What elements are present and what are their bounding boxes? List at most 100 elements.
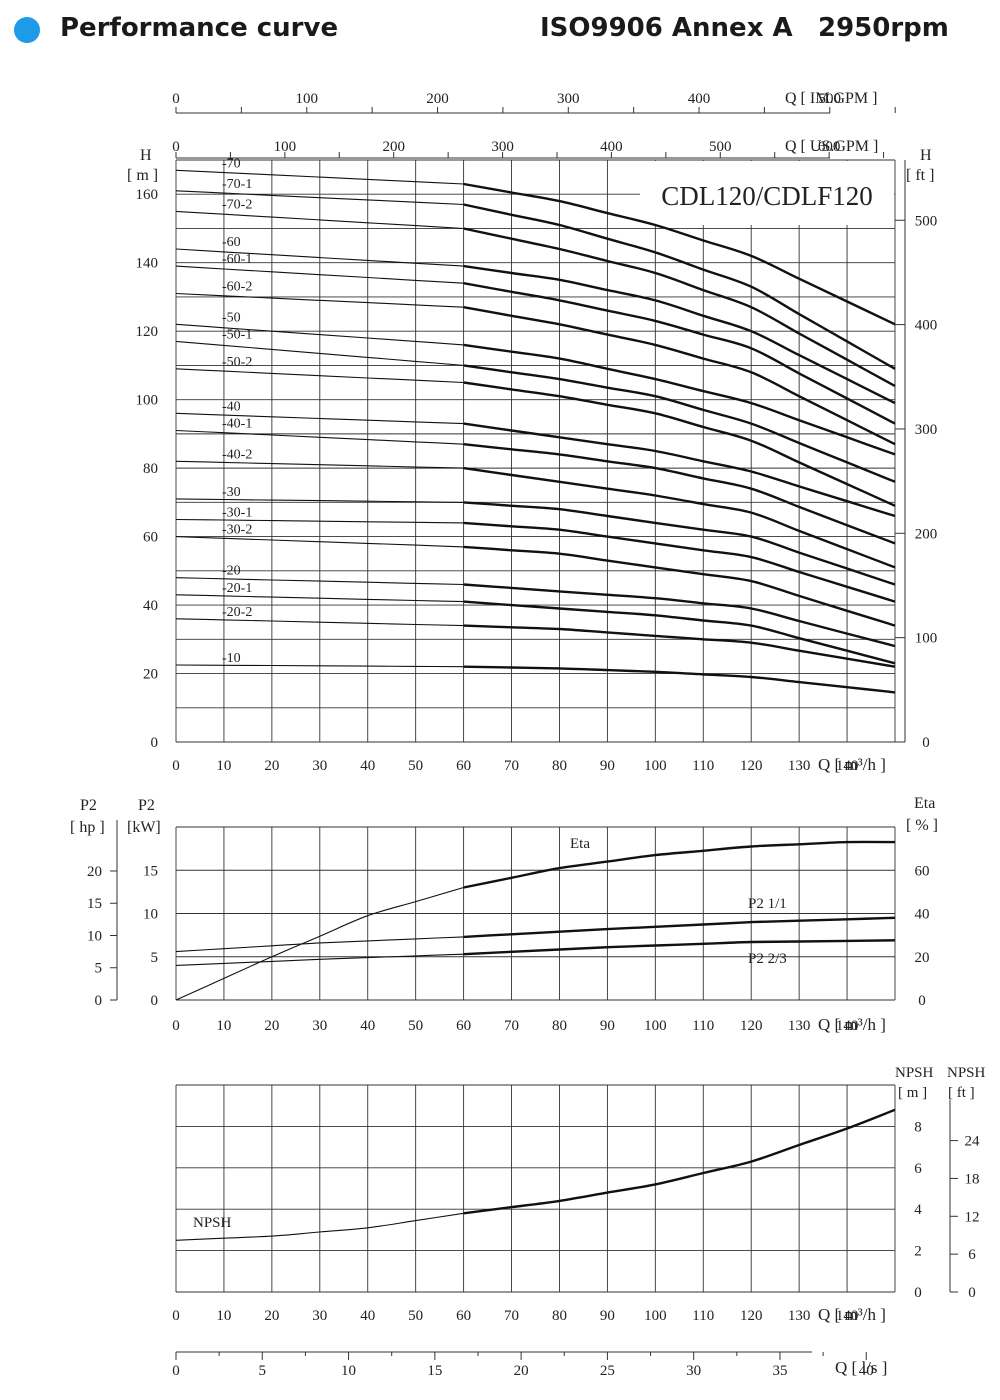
head-curve-30-1 (463, 521, 896, 603)
hp-tick-label: 10 (87, 928, 102, 944)
npsh-m-tick-label: 8 (914, 1119, 922, 1135)
head-curve-50-1 (463, 364, 896, 483)
npsh-ft-tick-label: 6 (968, 1247, 976, 1263)
kw-axis-label-p2: P2 (138, 797, 155, 814)
x-tick-label: 90 (600, 758, 615, 774)
x-tick-label: 140 (836, 1018, 859, 1034)
ft-tick-label: 200 (915, 526, 938, 542)
x-tick-label: 30 (312, 1018, 327, 1034)
page-header: Performance curve ISO9906 Annex A 2950rp… (0, 8, 1000, 52)
usgpm-tick-label: 600 (818, 139, 841, 155)
x-tick-label: 10 (216, 758, 231, 774)
y-tick-label: 80 (143, 461, 158, 477)
head-curve-60-2-thin (175, 292, 464, 308)
ft-axis-label-h: H (920, 147, 932, 164)
usgpm-tick-label: 200 (382, 139, 405, 155)
curve-label: -50-1 (222, 327, 252, 342)
npsh-m-tick-label: 4 (914, 1202, 922, 1218)
y-tick-label: 140 (136, 256, 159, 272)
x-tick-label: 50 (408, 1018, 423, 1034)
x-tick-label: 0 (172, 1018, 180, 1034)
ft-tick-label: 300 (915, 422, 938, 438)
x-tick-label: 10 (216, 1018, 231, 1034)
imgpm-tick-label: 400 (688, 91, 711, 107)
head-curve-60-2 (463, 306, 896, 446)
head-curve-60-1 (463, 282, 896, 425)
x-tick-label: 110 (692, 1308, 714, 1324)
curve-label: -50 (222, 310, 241, 325)
head-curve-50-2 (463, 381, 896, 507)
head-curve-20-1-thin (175, 594, 464, 603)
curve-label: -30 (222, 485, 241, 500)
npsh-m-tick-label: 2 (914, 1244, 922, 1260)
head-curve-50-2-thin (175, 368, 464, 384)
curve-label: -40 (222, 399, 241, 414)
head-curve-70 (463, 182, 896, 326)
x-tick-label: 130 (788, 1308, 811, 1324)
y-axis-label-unit: [ m ] (127, 167, 158, 184)
usgpm-tick-label: 500 (709, 139, 732, 155)
head-curve-70-2 (463, 227, 896, 388)
head-curve-40 (463, 422, 896, 518)
ls-tick-label: 25 (600, 1363, 615, 1379)
head-curve-40-1 (463, 443, 896, 545)
p2-2-3-curve-thin (175, 953, 464, 966)
model-label-box (640, 161, 894, 225)
head-curve-20-2 (463, 624, 896, 668)
y-tick-label: 60 (143, 530, 158, 546)
curve-label: -50-2 (222, 355, 252, 370)
eta-axis-label-unit: [ % ] (906, 817, 938, 834)
head-curve-20-thin (175, 577, 464, 586)
x-tick-label: 30 (312, 758, 327, 774)
curve-label: -20-2 (222, 605, 252, 620)
p2-1-1-curve (463, 916, 896, 939)
head-curve-50-thin (175, 323, 464, 346)
head-curve-20-1 (463, 600, 896, 665)
npsh-m-tick-label: 6 (914, 1161, 922, 1177)
head-curve-40-thin (175, 412, 464, 425)
imgpm-tick-label: 0 (172, 91, 180, 107)
imgpm-axis-label: Q [ IM.GPM ] (785, 90, 877, 107)
hp-tick-label: 20 (87, 864, 102, 880)
ft-tick-label: 0 (922, 735, 930, 751)
curve-label: -30-1 (222, 505, 252, 520)
curve-label: -70-1 (222, 177, 252, 192)
x-tick-label: 80 (552, 1308, 567, 1324)
page-title: Performance curve (60, 13, 339, 43)
curve-label: -20-1 (222, 581, 252, 596)
x-tick-label: 60 (456, 1308, 471, 1324)
head-curve-40-2-thin (175, 460, 464, 469)
x-tick-label: 140 (836, 758, 859, 774)
ls-axis-label: Q [ l/s ] (835, 1358, 887, 1377)
head-curve-40-1-thin (175, 429, 464, 445)
eta-curve-thin (175, 886, 464, 1001)
ls-tick-label: 5 (259, 1363, 267, 1379)
ft-axis-label-unit: [ ft ] (906, 167, 934, 184)
x-tick-label: 100 (644, 1308, 667, 1324)
eta-tick-label: 60 (915, 863, 930, 879)
y-tick-label: 0 (151, 735, 159, 751)
head-curve-40-2 (463, 466, 896, 569)
curve-label: -60-1 (222, 252, 252, 267)
npsh-ft-tick-label: 12 (965, 1209, 980, 1225)
ls-tick-label: 0 (172, 1363, 180, 1379)
eta-curve (463, 840, 896, 889)
x-tick-label: 0 (172, 1308, 180, 1324)
hp-tick-label: 0 (95, 993, 103, 1009)
y-tick-label: 100 (136, 393, 159, 409)
head-curve-10 (463, 665, 896, 694)
y-tick-label: 160 (136, 187, 159, 203)
y-tick-label: 20 (143, 667, 158, 683)
ls-tick-label: 10 (341, 1363, 356, 1379)
curve-label: -20 (222, 564, 241, 579)
x-tick-label: 120 (740, 758, 763, 774)
npsh-curve-thin (175, 1212, 464, 1241)
y-tick-label: 40 (143, 598, 158, 614)
usgpm-tick-label: 300 (491, 139, 514, 155)
x-axis-label: Q [ m³/h ] (818, 755, 886, 774)
head-curve-30-2-thin (175, 536, 464, 548)
head-curve-20 (463, 583, 896, 648)
x-tick-label: 10 (216, 1308, 231, 1324)
